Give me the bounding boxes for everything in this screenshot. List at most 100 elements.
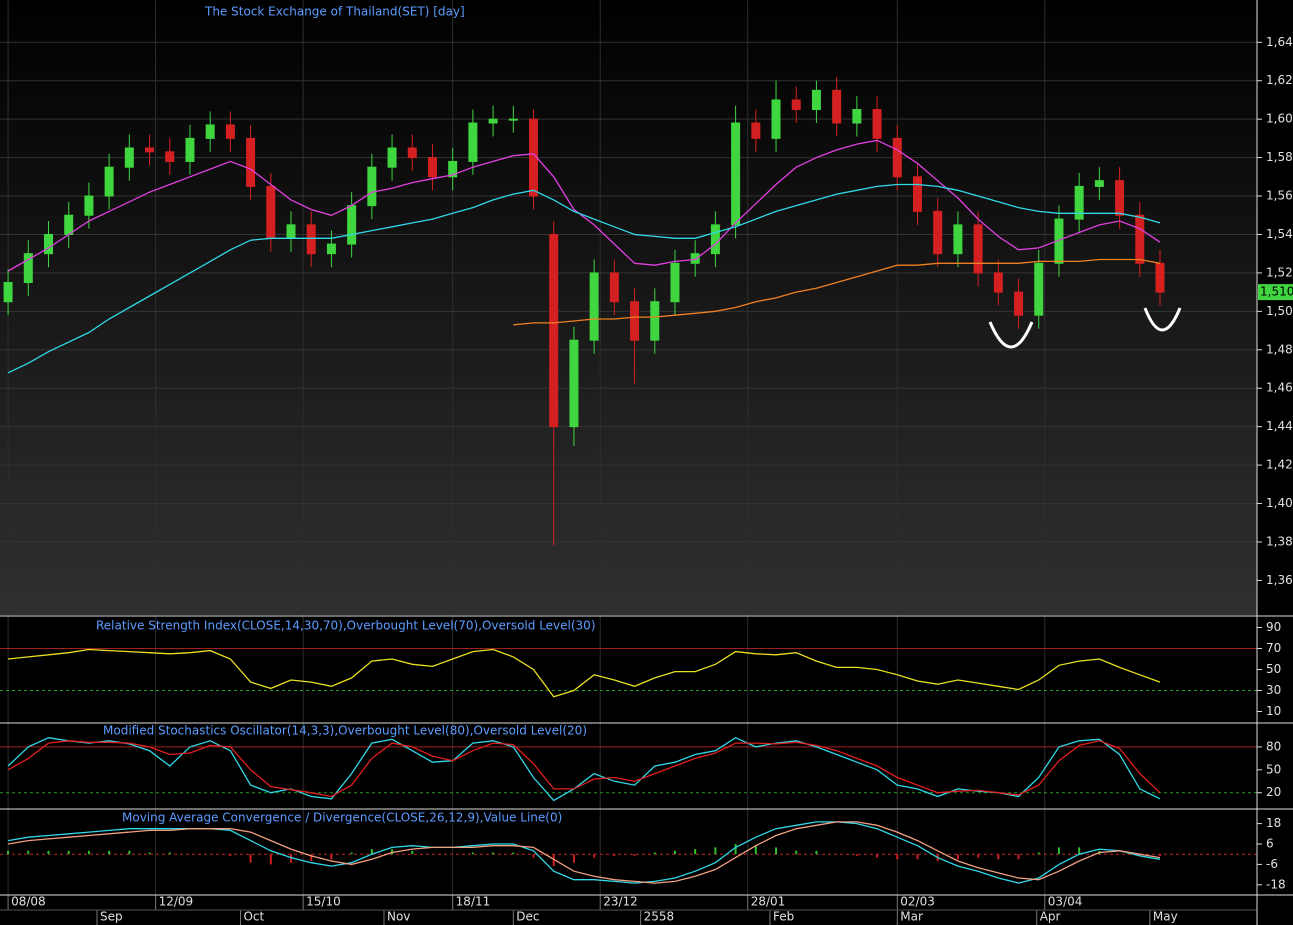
- candle-body: [771, 99, 781, 139]
- y-tick-label: 80: [1266, 739, 1281, 753]
- x-tick-label: 02/03: [900, 895, 935, 909]
- x-tick-label: Oct: [243, 910, 264, 924]
- candle-body: [852, 109, 862, 124]
- candle-body: [1115, 180, 1125, 216]
- candle-body: [145, 147, 155, 153]
- candle-body: [953, 224, 963, 255]
- y-tick-label: 18: [1266, 816, 1281, 830]
- candle-body: [549, 233, 559, 428]
- y-tick-label: 30: [1266, 683, 1281, 697]
- x-tick-label: 15/10: [306, 895, 341, 909]
- candle-body: [731, 122, 741, 226]
- y-tick-label: 1,60: [1266, 112, 1293, 126]
- x-tick-label: Mar: [900, 910, 923, 924]
- candle-body: [427, 157, 437, 178]
- candle-body: [1094, 180, 1104, 187]
- indicator-line: [7, 183, 1161, 374]
- candle-body: [286, 224, 296, 239]
- candle-body: [225, 124, 235, 139]
- rsi-title: Relative Strength Index(CLOSE,14,30,70),…: [96, 619, 596, 633]
- candle-body: [832, 89, 842, 124]
- x-tick-label: 23/12: [603, 895, 638, 909]
- indicator-line: [7, 740, 1161, 798]
- candle-body: [1014, 291, 1024, 316]
- x-tick-label: 08/08: [11, 895, 46, 909]
- candle-body: [872, 109, 882, 139]
- candle-body: [1135, 214, 1145, 264]
- candle-body: [84, 195, 94, 216]
- candle-body: [993, 272, 1003, 293]
- y-tick-label: 20: [1266, 785, 1281, 799]
- indicator-line: [7, 736, 1161, 802]
- indicator-line: [513, 258, 1161, 326]
- y-tick-label: 70: [1266, 641, 1281, 655]
- candle-body: [165, 151, 175, 162]
- candle-body: [670, 262, 680, 303]
- main-panel-bg: [0, 0, 1257, 615]
- y-tick-label: 6: [1266, 837, 1274, 851]
- candle-body: [1155, 262, 1165, 293]
- x-tick-label: 2558: [644, 910, 675, 924]
- y-tick-label: 1,40: [1266, 496, 1293, 510]
- candle-body: [1074, 185, 1084, 220]
- candle-body: [933, 210, 943, 255]
- x-tick-label: Apr: [1040, 910, 1061, 924]
- x-tick-label: Nov: [387, 910, 410, 924]
- candle-body: [630, 301, 640, 341]
- candle-body: [690, 253, 700, 264]
- candle-body: [448, 160, 458, 178]
- y-tick-label: -6: [1266, 857, 1278, 871]
- y-tick-label: 1,38: [1266, 534, 1293, 548]
- y-tick-label: 1,46: [1266, 381, 1293, 395]
- y-tick-label: 50: [1266, 762, 1281, 776]
- candle-body: [326, 243, 336, 255]
- x-tick-label: Feb: [773, 910, 794, 924]
- candle-body: [266, 185, 276, 239]
- candle-body: [892, 137, 902, 178]
- x-tick-label: 12/09: [159, 895, 194, 909]
- candle-body: [973, 224, 983, 274]
- candle-body: [589, 272, 599, 341]
- candle-body: [569, 339, 579, 428]
- candle-body: [347, 205, 357, 245]
- candle-body: [1034, 262, 1044, 316]
- candle-body: [912, 176, 922, 212]
- candle-body: [791, 99, 801, 111]
- y-tick-label: 1,54: [1266, 227, 1293, 241]
- x-tick-label: 18/11: [456, 895, 491, 909]
- y-tick-label: 10: [1266, 704, 1281, 718]
- x-tick-label: May: [1153, 910, 1178, 924]
- y-tick-label: 1,42: [1266, 458, 1293, 472]
- candle-body: [488, 118, 498, 124]
- y-tick-label: 1,58: [1266, 150, 1293, 164]
- last-price-label: 1,510.: [1260, 285, 1293, 299]
- candle-body: [23, 253, 33, 284]
- candle-body: [185, 137, 195, 162]
- candle-body: [407, 147, 417, 159]
- stochastic-title: Modified Stochastics Oscillator(14,3,3),…: [103, 724, 587, 738]
- y-tick-label: 1,52: [1266, 265, 1293, 279]
- macd-title: Moving Average Convergence / Divergence(…: [122, 811, 562, 825]
- candle-body: [44, 233, 54, 255]
- bottom-annotation: [988, 321, 1034, 349]
- x-tick-label: 28/01: [751, 895, 786, 909]
- last-price-box: [1258, 284, 1293, 301]
- y-tick-label: 1,36: [1266, 573, 1293, 587]
- y-tick-label: 1,64: [1266, 35, 1293, 49]
- y-tick-label: 1,56: [1266, 189, 1293, 203]
- candle-body: [609, 272, 619, 303]
- y-tick-label: 1,48: [1266, 342, 1293, 356]
- y-tick-label: -18: [1266, 877, 1286, 891]
- candle-body: [367, 166, 377, 207]
- y-tick-label: 1,44: [1266, 419, 1293, 433]
- y-tick-label: 90: [1266, 620, 1281, 634]
- y-tick-label: 50: [1266, 662, 1281, 676]
- x-tick-label: Sep: [100, 910, 123, 924]
- indicator-line: [8, 648, 1161, 698]
- candle-body: [205, 124, 215, 139]
- candle-body: [710, 224, 720, 255]
- candle-body: [246, 137, 256, 187]
- candle-body: [751, 122, 761, 139]
- x-tick-label: Dec: [516, 910, 539, 924]
